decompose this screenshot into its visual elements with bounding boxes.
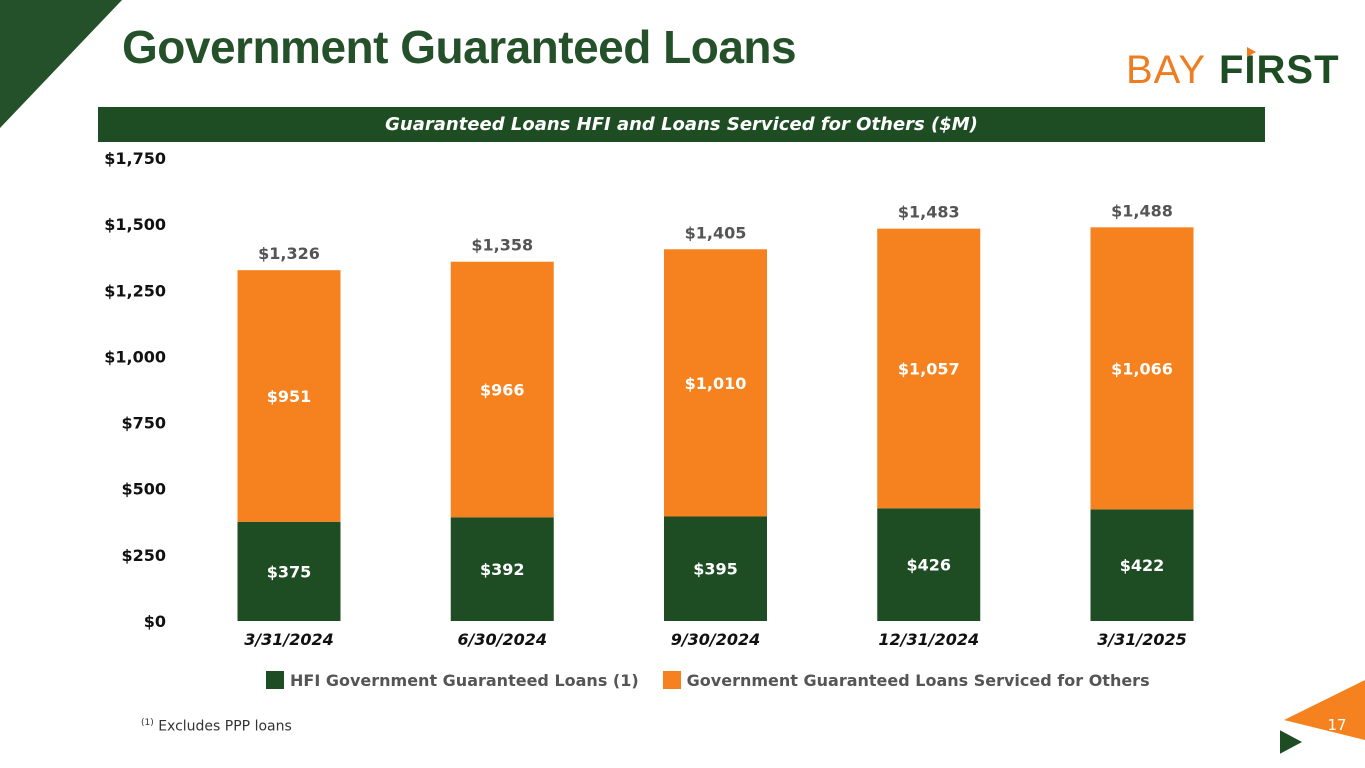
y-tick-label: $750: [121, 414, 166, 433]
y-tick-label: $500: [121, 480, 166, 499]
bar-segment-hfi: [450, 517, 554, 621]
corner-decoration: [0, 0, 122, 128]
data-label: $426: [906, 556, 951, 575]
total-label: $1,488: [1111, 201, 1173, 220]
bar-segment-serviced: [237, 270, 341, 522]
footnote: (1) Excludes PPP loans: [141, 718, 292, 735]
data-label: $1,066: [1111, 359, 1173, 378]
y-tick-label: $1,000: [104, 347, 166, 366]
bar-segment-hfi: [237, 521, 341, 621]
bar-segment-serviced: [877, 228, 981, 509]
legend-label-serviced: Government Guaranteed Loans Serviced for…: [686, 670, 1150, 690]
legend-item-hfi: HFI Government Guaranteed Loans (1): [266, 671, 639, 690]
y-tick-label: $0: [144, 612, 166, 631]
x-tick-label: 3/31/2024: [244, 630, 334, 649]
bar-segment-hfi: [1090, 509, 1194, 621]
stacked-bar-chart: $0 $250 $500 $750 $1,000 $1,250 $1,500 $1,750 $3…: [104, 149, 1194, 649]
total-label: $1,483: [898, 203, 960, 222]
page-number: 17: [1327, 716, 1347, 734]
x-tick-label: 3/31/2025: [1097, 630, 1187, 649]
legend-item-serviced: Government Guaranteed Loans Serviced for…: [662, 670, 1150, 690]
legend-label-hfi: HFI Government Guaranteed Loans (1): [290, 670, 639, 690]
bar-segment-serviced: [1090, 227, 1194, 510]
data-label: $422: [1120, 556, 1165, 575]
bar-segment-serviced: [664, 249, 767, 517]
page-title: Government Guaranteed Loans: [122, 21, 797, 73]
legend-swatch-hfi: [266, 671, 284, 689]
footnote-marker: (1): [141, 718, 154, 728]
footnote-text: Excludes PPP loans: [158, 718, 292, 735]
y-tick-label: $1,750: [104, 149, 166, 168]
legend-swatch-serviced: [662, 671, 681, 689]
data-label: $1,057: [898, 359, 960, 378]
data-label: $392: [480, 560, 525, 579]
total-label: $1,326: [258, 244, 320, 263]
x-tick-label: 9/30/2024: [671, 630, 761, 649]
bayfirst-logo: BAY FIRST: [1126, 44, 1339, 92]
data-label: $966: [480, 381, 525, 400]
data-label: $375: [267, 562, 312, 581]
corner-decoration-bottom: [1280, 680, 1365, 754]
bar-segment-hfi: [664, 516, 767, 621]
y-tick-label: $250: [121, 546, 166, 565]
data-label: $951: [267, 387, 312, 406]
logo-text-bay: BAY: [1126, 48, 1207, 92]
logo-text-first: FIRST: [1219, 48, 1340, 92]
y-tick-label: $1,500: [104, 215, 166, 234]
x-tick-label: 6/30/2024: [457, 630, 547, 649]
bar-segment-serviced: [450, 261, 554, 518]
chart-banner: Guaranteed Loans HFI and Loans Serviced …: [98, 107, 1265, 142]
data-label: $1,010: [685, 374, 747, 393]
chart-legend: HFI Government Guaranteed Loans (1) Gove…: [266, 670, 1174, 690]
total-label: $1,405: [685, 223, 747, 242]
y-tick-label: $1,250: [104, 281, 166, 300]
total-label: $1,358: [471, 236, 533, 255]
bar-segment-hfi: [877, 508, 981, 621]
x-tick-label: 12/31/2024: [878, 630, 979, 649]
data-label: $395: [693, 560, 738, 579]
logo-flag-icon: [1247, 47, 1256, 57]
